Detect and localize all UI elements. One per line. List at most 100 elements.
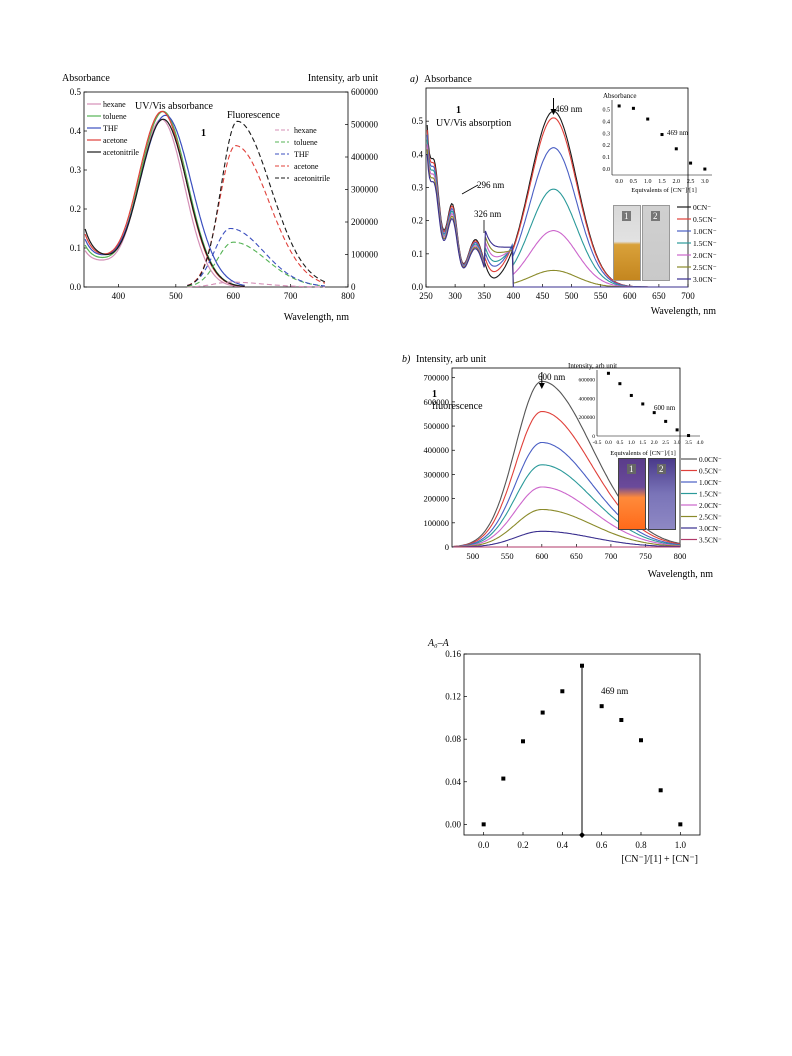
x-tick-label: 700 xyxy=(681,291,695,301)
x-tick-label: 450 xyxy=(536,291,550,301)
inset-xlabel-b: Equivalents of [CN⁻]/[1] xyxy=(610,450,676,457)
inset-xlabel-a: Equivalents of [CN⁻]/[1] xyxy=(631,187,697,194)
absorption-plot-area: 250 300 350 400 450 500 550 600 650 700 0.0 0.1 0.2 0… xyxy=(412,87,695,301)
vial-2-fl-label: 2 xyxy=(657,464,666,474)
abs-legend-label: acetone xyxy=(103,136,128,145)
compound-label-a: 1 xyxy=(456,105,461,116)
x-axis-title-b: Wavelength, nm xyxy=(648,569,714,580)
fl-legend-label: THF xyxy=(294,150,310,159)
fl-line-hexane xyxy=(187,281,325,288)
legend-label: 2.5CN⁻ xyxy=(693,263,717,272)
inset-x-tick-label: 2.0 xyxy=(651,440,658,446)
x-axis-title: Wavelength, nm xyxy=(284,312,350,323)
peak-label-600: 600 nm xyxy=(538,372,565,382)
annotation-326: 326 nm xyxy=(474,209,501,219)
job-plot-chart: A₀–A 0.0 0.2 0.4 0.6 0.8 1.00.000.040.080.120… xyxy=(427,638,701,865)
y-tick-label: 0.0 xyxy=(412,282,424,292)
x-axis-title-a: Wavelength, nm xyxy=(651,306,717,317)
peak-arrow-head xyxy=(538,383,545,389)
x-tick-label: 0.4 xyxy=(557,840,569,850)
inset-note-b: 600 nm xyxy=(654,404,676,412)
y-tick-label: 0.08 xyxy=(445,734,461,744)
inset-x-tick-label: 2.5 xyxy=(662,440,669,446)
legend-label: 1.5CN⁻ xyxy=(693,239,717,248)
inset-x-tick-label: 0.5 xyxy=(616,440,623,446)
vial-1-fl-label: 1 xyxy=(627,464,636,474)
intensity-inset: -0.5 0.0 0.5 1.0 1.5 2.0 2.5 3.0 3.5 4.0 0 200000 40… xyxy=(579,370,704,446)
compound-label: 1 xyxy=(201,128,206,139)
vial-2-label: 2 xyxy=(651,211,660,221)
y-tick-label: 0.5 xyxy=(70,87,82,97)
subtitle-b: fluorescence xyxy=(432,401,483,412)
job-point xyxy=(481,822,486,827)
legend-label: 0.5CN⁻ xyxy=(693,215,717,224)
y-tick-label: 0.16 xyxy=(445,649,461,659)
inset-point xyxy=(618,382,622,386)
abs-legend-label: hexane xyxy=(103,100,126,109)
y-tick-label: 300000 xyxy=(424,469,450,479)
legend-label: 3.0CN⁻ xyxy=(693,275,717,284)
peak-label-469: 469 nm xyxy=(555,104,582,114)
x-tick-label: 250 xyxy=(419,291,433,301)
subtitle-a: UV/Vis absorption xyxy=(436,118,511,129)
fl-legend-label: toluene xyxy=(294,138,318,147)
inset-point xyxy=(617,104,621,108)
y2-tick-label: 100000 xyxy=(351,250,379,260)
fluorescence-plot-area: 500 550 600 650 700 750 800 0 100000 200000 300000… xyxy=(424,367,687,561)
y-tick-label: 700000 xyxy=(424,373,450,383)
inset-x-tick-label: 0.0 xyxy=(615,179,623,185)
y-tick-label: 400000 xyxy=(424,445,450,455)
job-point xyxy=(658,788,663,793)
y-tick-label: 0.0 xyxy=(70,282,82,292)
inset-point xyxy=(646,117,650,121)
inset-title-a: Absorbance xyxy=(603,92,636,100)
stoichiometry-marker xyxy=(579,832,585,838)
job-point xyxy=(501,776,506,781)
x-tick-label: 750 xyxy=(639,551,652,561)
inset-y-tick-label: 0.2 xyxy=(603,143,611,149)
x-tick-label: 0.0 xyxy=(478,840,490,850)
inset-point xyxy=(652,411,656,415)
fluorescence-legend: 0.0CN⁻ 0.5CN⁻ 1.0CN⁻ 1.5CN⁻ 2.0CN⁻ 2.5CN⁻ 3.0C… xyxy=(681,456,722,545)
inset-point xyxy=(660,133,664,137)
y-tick-label: 0.12 xyxy=(445,692,461,702)
abs-legend-label: acetonitrile xyxy=(103,148,139,157)
legend-label: 1.0CN⁻ xyxy=(693,227,717,236)
legend-label: 2.5CN⁻ xyxy=(699,514,722,522)
inset-x-tick-label: 3.5 xyxy=(685,440,692,446)
inset-x-tick-label: 0.0 xyxy=(605,440,612,446)
fl-line-acetonitrile xyxy=(187,120,326,287)
inset-point xyxy=(629,393,633,397)
fl-titration-line xyxy=(453,410,681,548)
inset-y-tick-label: 0 xyxy=(592,434,595,440)
abs-line-THF xyxy=(84,114,245,286)
x-tick-label: 650 xyxy=(652,291,666,301)
inset-point xyxy=(703,167,707,171)
inset-x-tick-label: 3.0 xyxy=(674,440,681,446)
fl-titration-line xyxy=(453,380,681,547)
y2-tick-label: 200000 xyxy=(351,217,379,227)
inset-point xyxy=(674,147,678,151)
fl-legend-label: acetonitrile xyxy=(294,174,330,183)
y-tick-label: 0.00 xyxy=(445,819,461,829)
inset-x-tick-label: 1.5 xyxy=(639,440,646,446)
x-tick-label: 600 xyxy=(535,551,548,561)
solvent-chart: Absorbance Intensity, arb unit 400 500 600… xyxy=(62,73,379,323)
x-tick-label: 550 xyxy=(501,551,514,561)
inset-title-b: Intensity, arb unit xyxy=(568,362,617,370)
job-point xyxy=(599,704,604,709)
x-tick-label: 800 xyxy=(674,551,687,561)
inset-y-tick-label: 400000 xyxy=(579,396,596,402)
job-point xyxy=(580,663,584,668)
legend-label: 2.0CN⁻ xyxy=(693,251,717,260)
y-tick-label: 0.2 xyxy=(70,204,81,214)
y-tick-label: 0.3 xyxy=(412,183,424,193)
inset-point xyxy=(689,161,693,165)
panel-a-title: Absorbance xyxy=(424,74,472,85)
compound-label-b: 1 xyxy=(432,389,437,400)
abs-line-acetonitrile xyxy=(84,118,245,287)
y-tick-label: 0.2 xyxy=(412,216,423,226)
x-tick-label: 0.8 xyxy=(635,840,647,850)
fl-line-acetone xyxy=(187,145,326,286)
fl-titration-line xyxy=(453,530,681,548)
